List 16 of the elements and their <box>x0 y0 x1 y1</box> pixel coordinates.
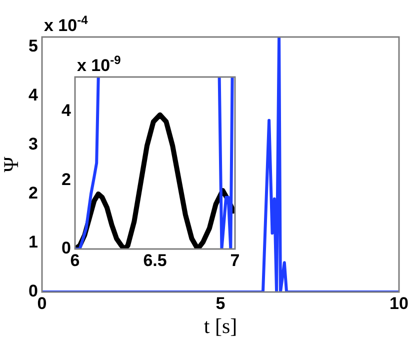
y-tick-label: 4 <box>28 86 39 105</box>
y-tick-label: 2 <box>62 170 71 189</box>
x-tick-label: 6 <box>70 250 80 270</box>
y-tick-label: 4 <box>62 101 72 120</box>
x-tick-label: 10 <box>390 294 408 313</box>
x-axis-title: t [s] <box>204 314 238 338</box>
x-tick-label: 6.5 <box>143 250 167 270</box>
y-tick-label: 5 <box>28 36 38 56</box>
y-tick-label: 1 <box>28 232 38 252</box>
y-tick-label: 2 <box>28 184 38 203</box>
y-axis-title: Ψ <box>0 156 24 172</box>
y-tick-label: 3 <box>28 134 38 154</box>
x-tick-label: 7 <box>230 250 240 270</box>
y-tick-label: 0 <box>62 238 71 258</box>
y-tick-label: 0 <box>28 282 38 301</box>
x-tick-label: 5 <box>216 294 226 313</box>
